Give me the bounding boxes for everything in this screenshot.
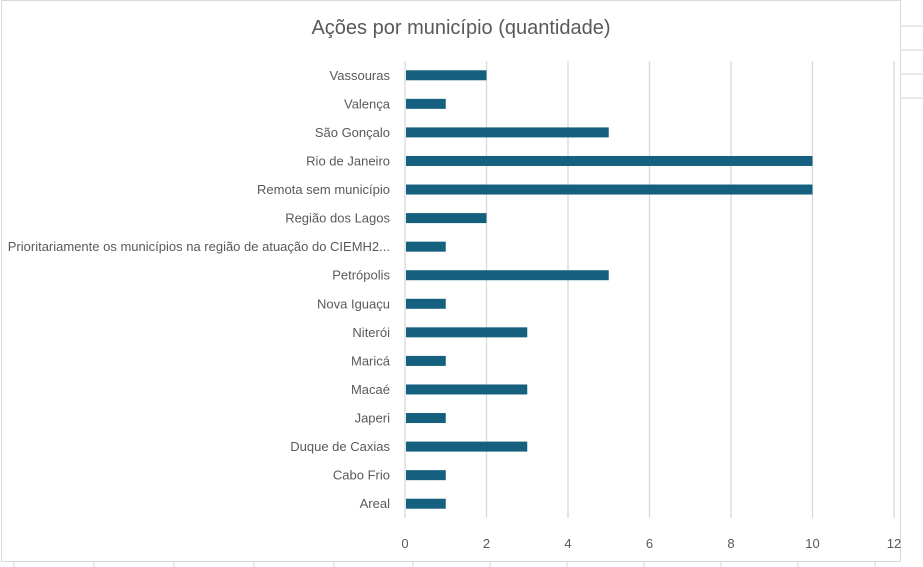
bar[interactable] bbox=[406, 98, 446, 109]
category-label: Petrópolis bbox=[332, 268, 390, 283]
x-tick-label: 0 bbox=[401, 536, 408, 551]
category-label: Cabo Frio bbox=[333, 468, 390, 483]
x-tick-label: 8 bbox=[727, 536, 734, 551]
category-label: Nova Iguaçu bbox=[317, 296, 390, 311]
bar[interactable] bbox=[406, 441, 528, 452]
category-label: Macaé bbox=[351, 382, 390, 397]
spreadsheet-gridlines bbox=[13, 25, 923, 567]
category-label: Remota sem município bbox=[257, 182, 390, 197]
chart-frame bbox=[1, 0, 901, 562]
category-label: Prioritariamente os municípios na região… bbox=[8, 239, 390, 254]
x-tick-label: 6 bbox=[646, 536, 653, 551]
x-tick-label: 12 bbox=[887, 536, 901, 551]
bar[interactable] bbox=[406, 213, 487, 224]
category-label: Região dos Lagos bbox=[285, 211, 390, 226]
bar[interactable] bbox=[406, 241, 446, 252]
bar[interactable] bbox=[406, 155, 813, 166]
x-tick-label: 2 bbox=[483, 536, 490, 551]
category-label: Niterói bbox=[352, 325, 390, 340]
x-axis-tick-labels: 0 2 4 6 8 10 12 bbox=[401, 536, 901, 551]
bar[interactable] bbox=[406, 498, 446, 509]
x-tick-label: 10 bbox=[805, 536, 819, 551]
category-label: São Gonçalo bbox=[315, 125, 390, 140]
bar[interactable] bbox=[406, 298, 446, 309]
bar[interactable] bbox=[406, 470, 446, 481]
bars bbox=[406, 70, 813, 509]
bar[interactable] bbox=[406, 127, 609, 138]
bar[interactable] bbox=[406, 355, 446, 366]
bar[interactable] bbox=[406, 327, 528, 338]
bar[interactable] bbox=[406, 384, 528, 395]
category-label: Rio de Janeiro bbox=[306, 153, 390, 168]
bar[interactable] bbox=[406, 70, 487, 81]
category-label: Vassouras bbox=[330, 68, 391, 83]
bar[interactable] bbox=[406, 270, 609, 281]
category-label: Japeri bbox=[355, 411, 391, 426]
bar[interactable] bbox=[406, 184, 813, 195]
category-label: Valença bbox=[344, 96, 391, 111]
category-label: Duque de Caxias bbox=[290, 439, 390, 454]
x-tick-label: 4 bbox=[564, 536, 571, 551]
chart-title: Ações por município (quantidade) bbox=[311, 17, 610, 39]
category-label: Areal bbox=[360, 496, 390, 511]
category-label: Maricá bbox=[351, 353, 391, 368]
bar[interactable] bbox=[406, 413, 446, 424]
category-labels: Vassouras Valença São Gonçalo Rio de Janeir… bbox=[8, 68, 391, 511]
